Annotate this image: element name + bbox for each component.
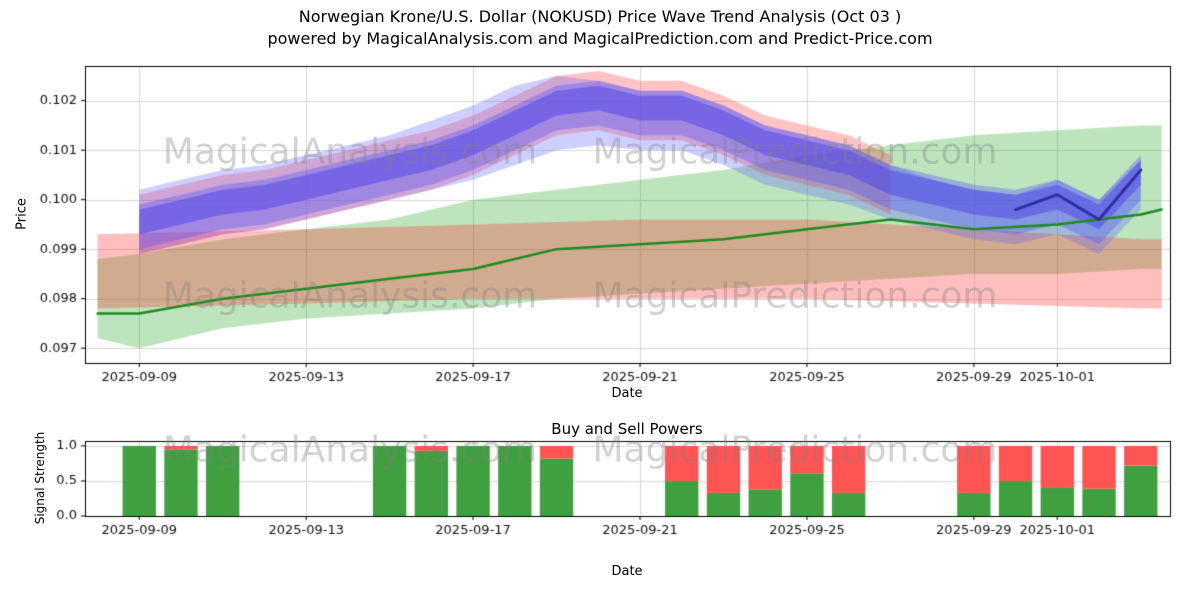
sub-y-axis-label: Signal Strength: [33, 431, 47, 525]
chart-title-line2: powered by MagicalAnalysis.com and Magic…: [267, 29, 933, 48]
main-x-axis-label: Date: [611, 386, 643, 401]
chart-title-line1: Norwegian Krone/U.S. Dollar (NOKUSD) Pri…: [298, 7, 902, 26]
main-y-axis-label: Price: [14, 198, 30, 230]
subchart-title: Buy and Sell Powers: [551, 420, 703, 438]
chart-title: Norwegian Krone/U.S. Dollar (NOKUSD) Pri…: [0, 6, 1200, 50]
sub-x-axis-label: Date: [611, 564, 643, 579]
